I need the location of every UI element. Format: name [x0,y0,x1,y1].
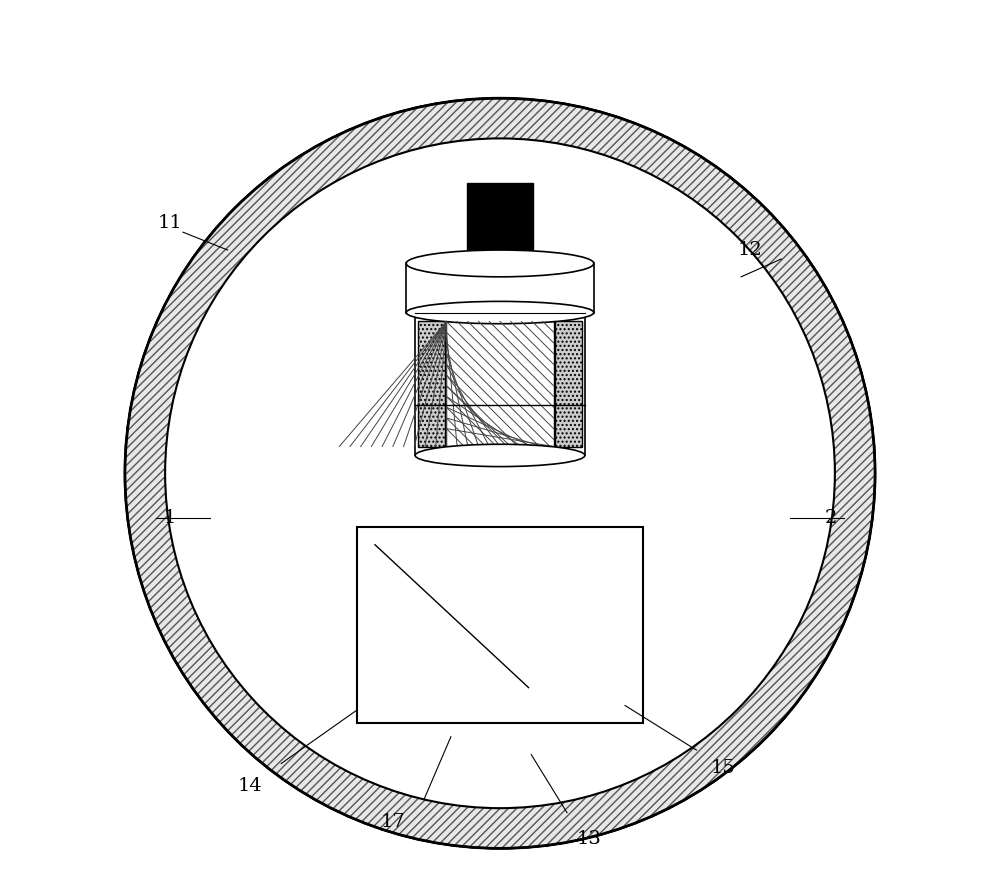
Ellipse shape [415,444,585,466]
Bar [418,321,445,446]
Circle shape [165,138,835,808]
Text: 12: 12 [738,241,762,259]
Bar [467,183,533,263]
Bar [555,321,582,446]
Text: 17: 17 [380,813,405,830]
Ellipse shape [406,302,594,324]
Text: 13: 13 [577,830,602,848]
Bar [415,313,585,455]
Circle shape [125,98,875,848]
Text: 2: 2 [824,509,837,527]
Bar [357,527,643,723]
Text: 1: 1 [163,509,176,527]
Bar [446,321,554,446]
Ellipse shape [406,250,594,277]
Text: 11: 11 [157,214,182,232]
Text: 14: 14 [238,777,262,795]
Text: 15: 15 [711,759,736,777]
Bar [406,263,594,313]
